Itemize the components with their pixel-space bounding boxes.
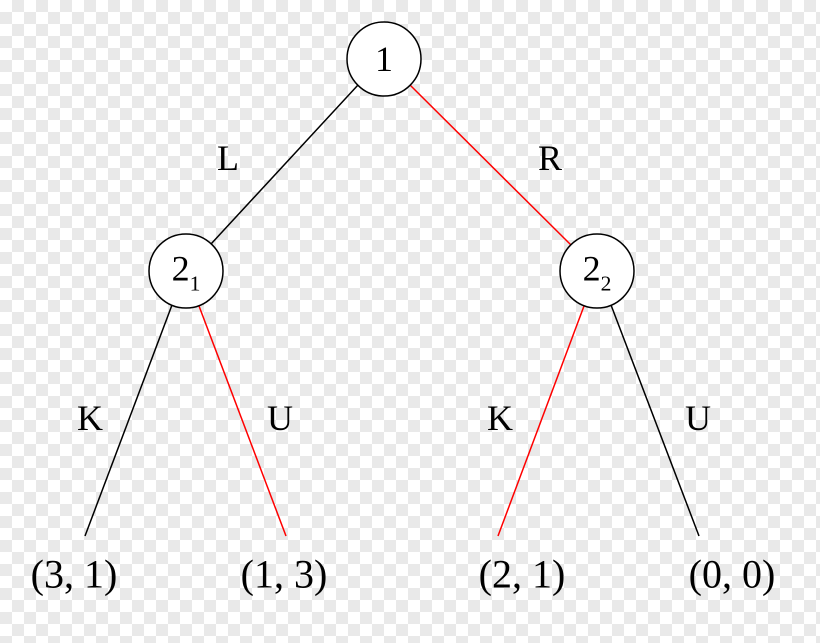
leaf-payoff: (0, 0) xyxy=(689,551,776,598)
edge-label: K xyxy=(77,397,103,439)
node-label-main: 2 xyxy=(583,248,601,288)
leaf-payoff: (1, 3) xyxy=(241,551,328,598)
node-label: 21 xyxy=(172,247,201,294)
node-label: 1 xyxy=(375,38,393,80)
diagram-canvas: LRKUKU12122(3, 1)(1, 3)(2, 1)(0, 0) xyxy=(0,0,820,643)
edge-label: U xyxy=(267,397,293,439)
node-label-main: 2 xyxy=(172,248,190,288)
edge-label: K xyxy=(487,397,513,439)
leaf-payoff: (3, 1) xyxy=(31,551,118,598)
node-label-main: 1 xyxy=(375,39,393,79)
node-label-sub: 1 xyxy=(190,272,201,296)
node-label-sub: 2 xyxy=(601,272,612,296)
leaf-payoff: (2, 1) xyxy=(479,551,566,598)
node-label: 22 xyxy=(583,247,612,294)
tree-svg xyxy=(0,0,820,643)
edge-label: U xyxy=(685,397,711,439)
edge-label: R xyxy=(538,137,562,179)
edge-label: L xyxy=(217,137,239,179)
